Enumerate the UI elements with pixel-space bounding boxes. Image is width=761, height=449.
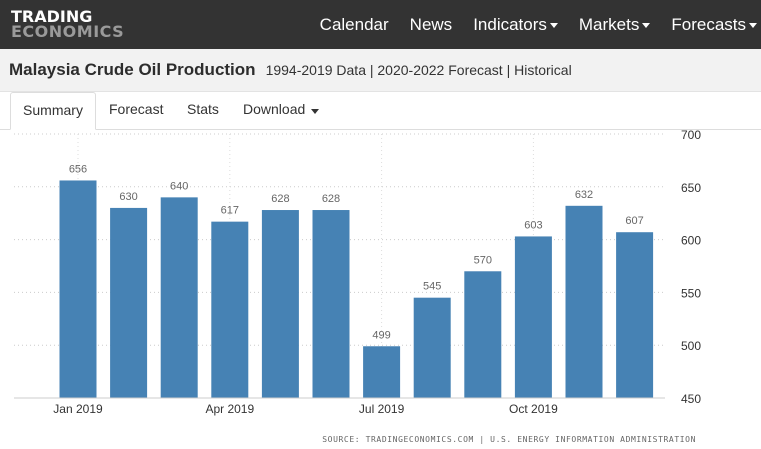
bar: [413, 297, 451, 398]
y-tick-label: 600: [681, 234, 701, 248]
caret-down-icon: [749, 22, 757, 28]
tab-stats[interactable]: Stats: [187, 92, 219, 129]
tab-download[interactable]: Download: [243, 92, 320, 129]
bar: [312, 210, 350, 398]
nav-indicators-dropdown[interactable]: Indicators: [473, 15, 558, 35]
tab-stats-label: Stats: [187, 101, 219, 117]
y-tick-label: 550: [681, 286, 701, 300]
data-label: 628: [322, 193, 340, 205]
tab-download-label: Download: [243, 101, 306, 117]
x-tick-label: Oct 2019: [509, 402, 558, 416]
nav-forecasts-label: Forecasts: [671, 14, 746, 34]
tab-summary[interactable]: Summary: [10, 92, 96, 130]
data-label: 630: [119, 191, 137, 203]
data-label: 617: [221, 205, 239, 217]
bar: [110, 207, 148, 398]
nav-markets-label: Markets: [578, 14, 640, 34]
tab-forecast-label: Forecast: [109, 101, 164, 117]
x-tick-label: Jan 2019: [53, 402, 103, 416]
page-header: Malaysia Crude Oil Production 1994-2019 …: [0, 49, 761, 92]
data-label: 603: [524, 219, 542, 231]
data-label: 628: [271, 193, 289, 205]
nav-markets-dropdown[interactable]: Markets: [578, 14, 651, 35]
data-label: 656: [69, 163, 87, 175]
caret-down-icon: [549, 22, 558, 28]
caret-down-icon: [642, 22, 651, 28]
x-tick-label: Apr 2019: [205, 402, 254, 416]
y-tick-label: 450: [681, 392, 701, 406]
top-navigation-bar: TRADING ECONOMICS Calendar News Indicato…: [0, 0, 761, 49]
nav-calendar-label: Calendar: [319, 14, 389, 34]
tab-bar: Summary Forecast Stats Download: [0, 92, 761, 130]
y-tick-label: 500: [681, 339, 701, 353]
bar: [514, 236, 552, 398]
source-note: SOURCE: TRADINGECONOMICS.COM | U.S. ENER…: [322, 435, 696, 444]
bar: [363, 346, 401, 398]
nav-calendar-link[interactable]: Calendar: [320, 15, 389, 35]
data-label: 545: [423, 281, 441, 293]
data-label: 570: [474, 254, 492, 266]
logo-line-economics: ECONOMICS: [11, 22, 125, 41]
data-label: 499: [372, 329, 390, 341]
bar: [261, 210, 299, 398]
trading-economics-logo[interactable]: TRADING ECONOMICS: [11, 7, 125, 41]
caret-down-icon: [311, 109, 320, 114]
x-tick-label: Jul 2019: [359, 402, 405, 416]
data-label: 607: [625, 215, 643, 227]
tab-summary-label: Summary: [23, 102, 83, 118]
bar: [160, 197, 198, 398]
nav-news-label: News: [409, 14, 453, 34]
nav-forecasts-dropdown[interactable]: Forecasts: [671, 15, 757, 35]
bar: [59, 180, 97, 398]
nav-indicators-label: Indicators: [473, 14, 547, 34]
nav-news-link[interactable]: News: [410, 15, 453, 35]
y-tick-label: 650: [681, 181, 701, 195]
data-label: 640: [170, 180, 188, 192]
logo-line-trading: TRADING: [11, 7, 93, 26]
bar: [616, 232, 654, 398]
page-subtitle: 1994-2019 Data | 2020-2022 Forecast | Hi…: [265, 62, 572, 78]
y-tick-label: 700: [681, 129, 701, 142]
data-label: 632: [575, 189, 593, 201]
bar: [211, 221, 249, 398]
bar: [464, 271, 502, 398]
bar-chart: 450 500 550 600 650 700 656 630 640 617 628 628 499 5…: [14, 129, 701, 444]
page-title: Malaysia Crude Oil Production: [9, 60, 256, 79]
bar: [565, 205, 603, 398]
tab-forecast[interactable]: Forecast: [109, 92, 163, 129]
nav-links: Calendar News Indicators Markets Forecas…: [299, 0, 757, 49]
